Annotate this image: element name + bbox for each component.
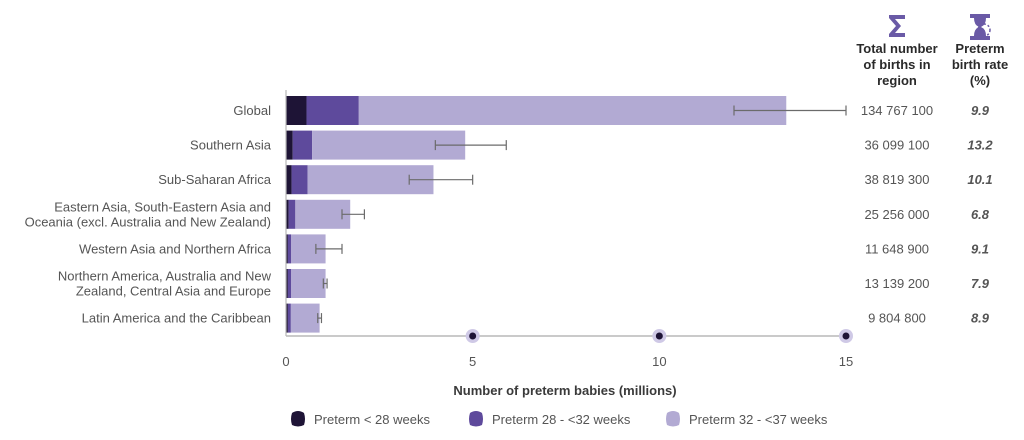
legend-label: Preterm < 28 weeks (314, 412, 430, 427)
preterm-rate-header: Preterm birth rate (%) (952, 41, 1008, 88)
bar-row: Southern Asia 36 099 100 13.2 (190, 130, 993, 160)
rate-header-line-2: birth rate (952, 57, 1008, 72)
hourglass-icon (970, 14, 991, 40)
legend: Preterm < 28 weeks Preterm 28 - <32 weeks… (291, 411, 828, 427)
tick-label: 5 (469, 354, 476, 369)
total-births-value: 25 256 000 (864, 207, 929, 222)
tick-label: 0 (282, 354, 289, 369)
bar-segment (286, 303, 288, 333)
bar-segment (288, 199, 296, 229)
category-label: Sub-Saharan Africa (158, 172, 272, 187)
legend-swatch (469, 411, 483, 427)
bar-segment (286, 199, 289, 229)
total-header-line-3: region (877, 73, 917, 88)
preterm-rate-value: 9.9 (971, 103, 990, 118)
error-bar (322, 278, 328, 289)
legend-item: Preterm 32 - <37 weeks (666, 411, 828, 427)
total-births-value: 9 804 800 (868, 311, 926, 326)
total-births-value: 13 139 200 (864, 276, 929, 291)
bar-segment (295, 199, 351, 229)
error-bar (341, 209, 365, 220)
category-label: Oceania (excl. Australia and New Zealand… (25, 214, 271, 229)
preterm-rate-value: 9.1 (971, 241, 989, 256)
legend-label: Preterm 32 - <37 weeks (689, 412, 828, 427)
bar-segment (286, 165, 292, 195)
error-bar (434, 140, 507, 151)
legend-item: Preterm < 28 weeks (291, 411, 430, 427)
tick-label: 10 (652, 354, 666, 369)
preterm-rate-value: 8.9 (971, 311, 990, 326)
error-bar (408, 174, 474, 185)
legend-swatch (666, 411, 680, 427)
tick-marker-inner (469, 332, 477, 340)
bar-row: Northern America, Australia and NewZeala… (58, 269, 990, 299)
bar-segment (290, 303, 320, 333)
x-axis: 0 5 10 15 (282, 90, 853, 369)
preterm-rate-value: 10.1 (967, 172, 992, 187)
error-bar (733, 105, 847, 116)
bar-segment (358, 96, 787, 125)
bar-segment (287, 269, 292, 298)
error-bar (315, 243, 343, 254)
total-header-line-2: of births in (863, 57, 930, 72)
bar-segment (291, 269, 326, 298)
bar-segment (291, 165, 308, 195)
legend-item: Preterm 28 - <32 weeks (469, 411, 631, 427)
preterm-rate-value: 6.8 (971, 207, 990, 222)
bar-row: Global 134 767 100 9.9 (233, 96, 990, 125)
rate-header-line-3: (%) (970, 73, 990, 88)
error-bar (317, 313, 323, 324)
sigma-icon (889, 15, 905, 37)
bar-segment (286, 96, 307, 125)
legend-swatch (291, 411, 305, 427)
bar-segment (292, 130, 313, 160)
legend-label: Preterm 28 - <32 weeks (492, 412, 631, 427)
category-label: Northern America, Australia and New (58, 269, 272, 284)
total-header-line-1: Total number (856, 41, 937, 56)
preterm-rate-value: 7.9 (971, 276, 990, 291)
category-label: Eastern Asia, South-Eastern Asia and (54, 199, 271, 214)
total-births-value: 11 648 900 (865, 241, 929, 256)
category-label: Western Asia and Northern Africa (79, 241, 272, 256)
category-label: Global (233, 103, 271, 118)
bar-segment (287, 303, 291, 333)
category-label: Zealand, Central Asia and Europe (76, 284, 271, 299)
total-births-value: 36 099 100 (864, 138, 929, 153)
x-axis-label: Number of preterm babies (millions) (453, 383, 676, 398)
bar-segment (286, 130, 293, 160)
bar-segment (287, 234, 292, 264)
total-births-value: 134 767 100 (861, 103, 933, 118)
preterm-rate-value: 13.2 (967, 138, 993, 153)
category-label: Southern Asia (190, 138, 272, 153)
bar-row: Latin America and the Caribbean 9 804 800… (82, 303, 990, 333)
bar-row: Eastern Asia, South-Eastern Asia andOcea… (25, 199, 990, 229)
bar-row: Western Asia and Northern Africa 11 648 9… (79, 234, 989, 264)
chart-rows: Global 134 767 100 9.9 Southern Asia 36 099 … (25, 96, 993, 333)
tick-label: 15 (839, 354, 853, 369)
bar-segment (306, 96, 359, 125)
tick-marker-inner (842, 332, 850, 340)
bar-row: Sub-Saharan Africa 38 819 300 10.1 (158, 165, 993, 195)
tick-marker-inner (655, 332, 663, 340)
category-label: Latin America and the Caribbean (82, 311, 271, 326)
rate-header-line-1: Preterm (955, 41, 1004, 56)
total-births-header: Total number of births in region (856, 41, 937, 88)
bar-segment (286, 269, 288, 298)
total-births-value: 38 819 300 (864, 172, 929, 187)
bar-segment (286, 234, 288, 264)
